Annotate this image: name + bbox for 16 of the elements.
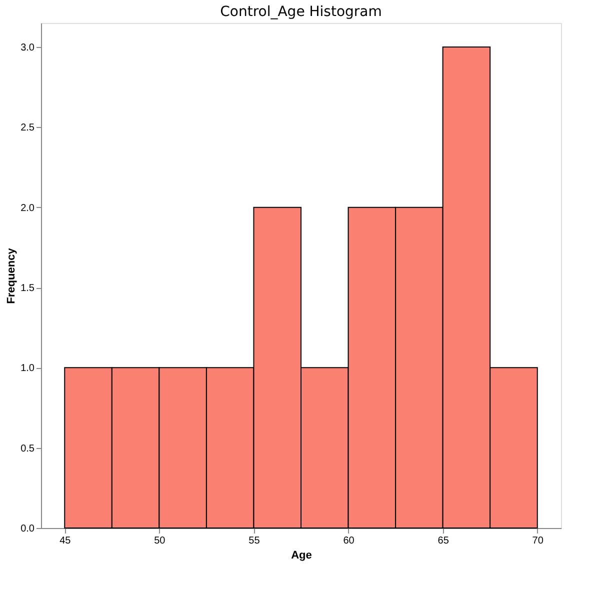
y-tick-label: 3.0 — [20, 42, 35, 54]
x-axis-title: Age — [291, 550, 312, 562]
y-tick-label: 1.0 — [20, 363, 35, 374]
x-tick-label: 70 — [532, 536, 544, 546]
y-tick-label: 1.5 — [20, 283, 35, 294]
chart-title: Control_Age Histogram — [220, 4, 382, 20]
x-tick-label: 65 — [438, 536, 450, 546]
x-tick-label: 45 — [60, 536, 72, 546]
y-axis-title: Frequency — [6, 247, 18, 304]
y-tick-label: 0.0 — [20, 524, 35, 534]
x-tick-label: 60 — [343, 536, 355, 546]
x-tick-label: 55 — [248, 536, 260, 546]
x-tick-label: 50 — [154, 536, 166, 546]
y-tick-label: 0.5 — [20, 443, 35, 454]
y-tick-label: 2.0 — [20, 202, 35, 214]
y-tick-label: 2.5 — [20, 122, 35, 134]
